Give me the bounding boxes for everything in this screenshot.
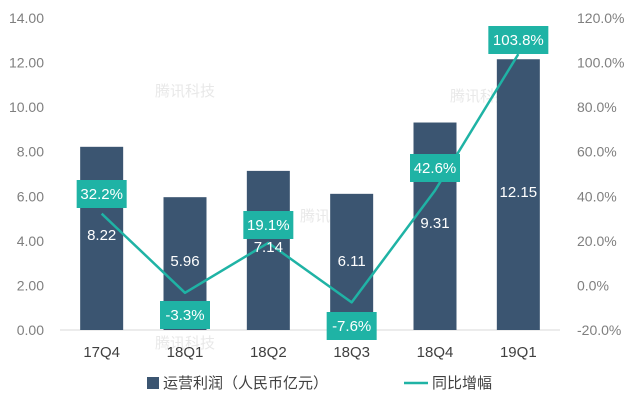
growth-label-box bbox=[76, 180, 127, 208]
bar-value-label: 6.11 bbox=[338, 253, 366, 270]
y-left-tick: 10.00 bbox=[9, 99, 44, 115]
growth-value-label: -7.6% bbox=[332, 318, 371, 335]
y-right-tick: 80.0% bbox=[577, 99, 617, 115]
x-tick-label: 18Q3 bbox=[333, 344, 370, 361]
growth-value-label: -3.3% bbox=[165, 307, 204, 324]
y-right-tick: 20.0% bbox=[577, 233, 617, 249]
y-left-tick: 6.00 bbox=[17, 188, 44, 204]
y-right-tick: 60.0% bbox=[577, 144, 617, 160]
legend-bar-label: 运营利润（人民币亿元） bbox=[163, 374, 328, 392]
bar bbox=[496, 59, 540, 330]
y-right-tick: -20.0% bbox=[577, 322, 621, 338]
growth-value-label: 19.1% bbox=[247, 217, 290, 234]
bar-value-label: 8.22 bbox=[87, 227, 116, 244]
y-right-tick: 0.0% bbox=[577, 277, 609, 293]
growth-label-box bbox=[488, 26, 549, 54]
bar-value-label: 5.96 bbox=[170, 253, 199, 270]
legend-bar-swatch bbox=[147, 377, 159, 389]
bar-value-label: 9.31 bbox=[420, 215, 449, 232]
growth-label-box bbox=[326, 312, 377, 340]
growth-label-box bbox=[160, 301, 210, 329]
x-tick-label: 18Q2 bbox=[250, 344, 287, 361]
y-left-tick: 2.00 bbox=[17, 277, 44, 293]
x-tick-label: 18Q1 bbox=[167, 344, 204, 361]
growth-value-label: 103.8% bbox=[493, 32, 544, 49]
x-tick-label: 17Q4 bbox=[83, 344, 120, 361]
y-left-tick: 8.00 bbox=[17, 144, 44, 160]
growth-value-label: 32.2% bbox=[80, 186, 123, 203]
y-right-tick: 120.0% bbox=[577, 10, 624, 26]
bar bbox=[330, 193, 374, 330]
y-left-tick: 14.00 bbox=[9, 10, 44, 26]
y-right-tick: 100.0% bbox=[577, 55, 624, 71]
watermark-0: 腾讯科技 bbox=[155, 82, 215, 100]
growth-label-box bbox=[243, 211, 294, 239]
growth-value-label: 42.6% bbox=[414, 160, 457, 177]
x-tick-label: 19Q1 bbox=[500, 344, 537, 361]
bar-value-label: 7.14 bbox=[254, 239, 283, 256]
legend-line-label: 同比增幅 bbox=[432, 374, 492, 392]
y-left-tick: 4.00 bbox=[17, 233, 44, 249]
y-left-tick: 12.00 bbox=[9, 55, 44, 71]
y-left-tick: 0.00 bbox=[17, 322, 44, 338]
bar bbox=[80, 146, 124, 330]
growth-label-box bbox=[410, 154, 460, 182]
y-right-tick: 40.0% bbox=[577, 188, 617, 204]
watermark-2: 腾讯科技 bbox=[155, 334, 215, 352]
bar-value-label: 12.15 bbox=[500, 184, 538, 201]
x-tick-label: 18Q4 bbox=[417, 344, 454, 361]
